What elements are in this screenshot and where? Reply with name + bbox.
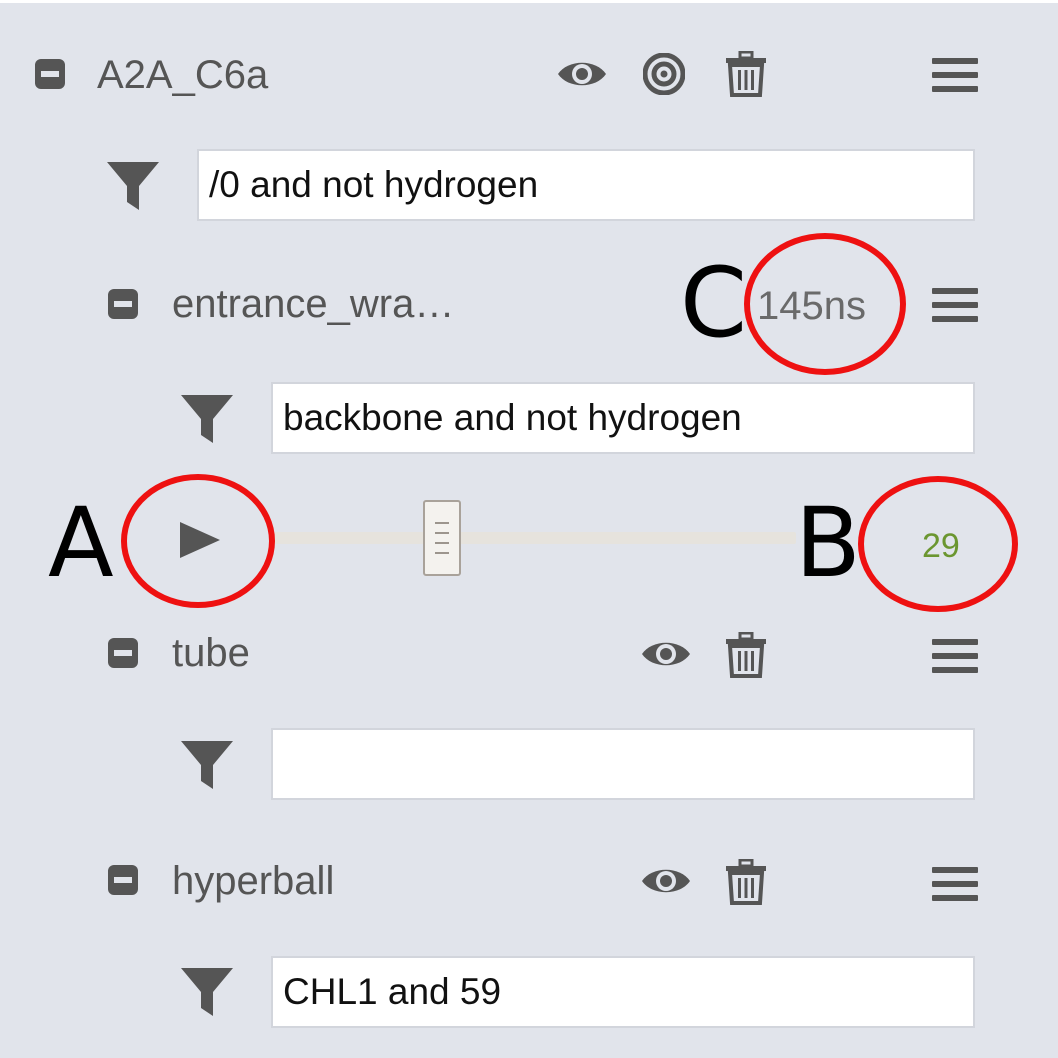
- trash-icon[interactable]: [724, 51, 768, 97]
- layer-menu-icon[interactable]: [932, 638, 978, 674]
- panel-top-border: [0, 0, 1058, 3]
- selection-filter-input[interactable]: [271, 382, 975, 454]
- annotation-ring-a: [121, 474, 275, 608]
- frame-slider-handle[interactable]: [423, 500, 461, 576]
- eye-icon[interactable]: [556, 54, 608, 94]
- annotation-ring-b: [858, 476, 1018, 612]
- selection-filter-input[interactable]: [271, 956, 975, 1028]
- layer-menu-icon[interactable]: [932, 57, 978, 93]
- filter-icon: [181, 395, 233, 443]
- eye-icon[interactable]: [640, 861, 692, 901]
- annotation-letter-a: A: [48, 487, 114, 599]
- layer-menu-icon[interactable]: [932, 287, 978, 323]
- filter-icon: [181, 968, 233, 1016]
- layer-name: A2A_C6a: [97, 53, 269, 97]
- filter-icon: [181, 741, 233, 789]
- filter-icon: [107, 162, 159, 210]
- trash-icon[interactable]: [724, 632, 768, 678]
- annotation-letter-b: B: [795, 487, 861, 599]
- target-icon[interactable]: [643, 53, 685, 95]
- annotation-ring-c: [744, 233, 906, 375]
- collapse-icon[interactable]: [108, 865, 138, 895]
- annotation-letter-c: C: [680, 247, 748, 359]
- eye-icon[interactable]: [640, 634, 692, 674]
- layer-menu-icon[interactable]: [932, 866, 978, 902]
- layer-name: entrance_wra…: [172, 282, 455, 326]
- selection-filter-input[interactable]: [271, 728, 975, 800]
- frame-slider-track[interactable]: [274, 532, 796, 544]
- selection-filter-input[interactable]: [197, 149, 975, 221]
- layer-name: hyperball: [172, 859, 335, 903]
- collapse-icon[interactable]: [35, 59, 65, 89]
- collapse-icon[interactable]: [108, 638, 138, 668]
- trash-icon[interactable]: [724, 859, 768, 905]
- layer-name: tube: [172, 631, 250, 675]
- collapse-icon[interactable]: [108, 289, 138, 319]
